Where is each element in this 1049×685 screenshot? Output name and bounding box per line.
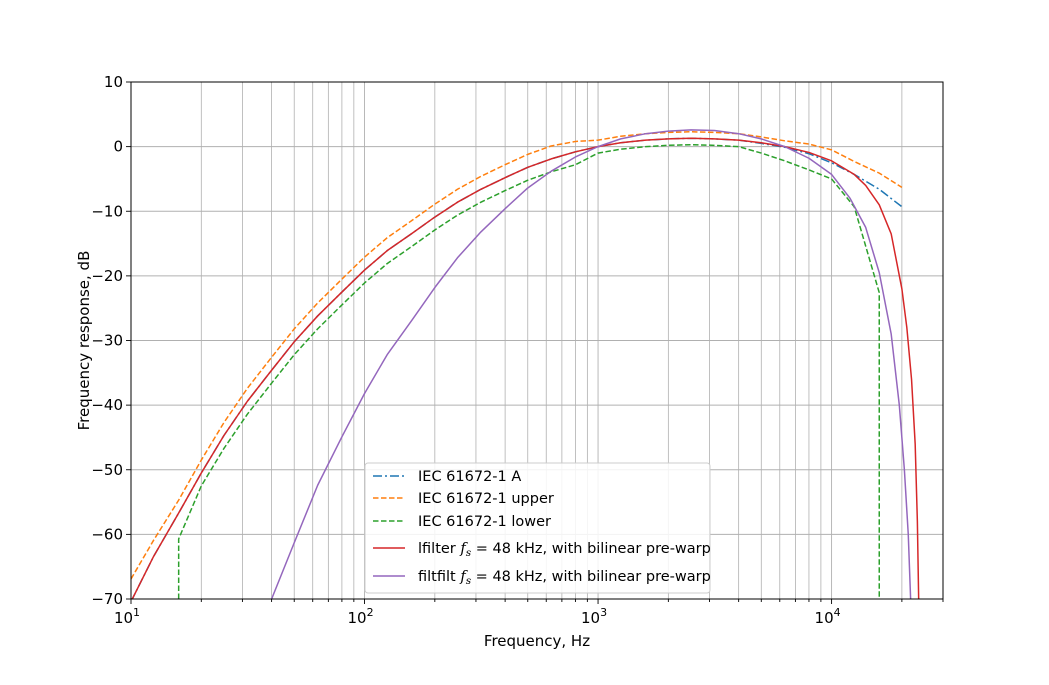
y-tick-label: −50 — [91, 461, 123, 479]
legend-entry-4: filtfilt fs = 48 kHz, with bilinear pre-… — [418, 569, 711, 587]
y-tick-label: −60 — [91, 525, 123, 543]
legend-entry-2: IEC 61672-1 lower — [418, 514, 551, 530]
series-line-4 — [270, 129, 912, 599]
x-tick-label: 102 — [347, 606, 373, 627]
x-tick-label: 103 — [581, 606, 607, 627]
x-tick-label: 104 — [815, 606, 841, 627]
y-tick-label: 0 — [113, 138, 123, 156]
legend: IEC 61672-1 A IEC 61672-1 upper IEC 61672-… — [364, 462, 711, 594]
y-tick-label: 10 — [104, 73, 123, 91]
legend-box — [364, 462, 711, 594]
y-tick-label: −40 — [91, 396, 123, 414]
legend-entry-3: lfilter fs = 48 kHz, with bilinear pre-w… — [418, 541, 711, 559]
y-tick-label: −70 — [91, 590, 123, 608]
series-line-2 — [177, 143, 880, 599]
series-layer — [131, 129, 920, 599]
y-tick-label: −10 — [91, 202, 123, 220]
y-axis-label: Frequency response, dB — [75, 251, 93, 431]
x-axis-label: Frequency, Hz — [484, 632, 590, 650]
x-tick-label: 101 — [114, 606, 140, 627]
legend-entry-1: IEC 61672-1 upper — [418, 491, 554, 507]
series-line-1 — [131, 131, 903, 580]
ticks: 101 102 103 104 10 0 −10 −20 −30 −40 −50 −60 −70 — [91, 73, 944, 627]
y-tick-label: −20 — [91, 267, 123, 285]
y-tick-label: −30 — [91, 332, 123, 350]
legend-entry-0: IEC 61672-1 A — [418, 469, 521, 485]
